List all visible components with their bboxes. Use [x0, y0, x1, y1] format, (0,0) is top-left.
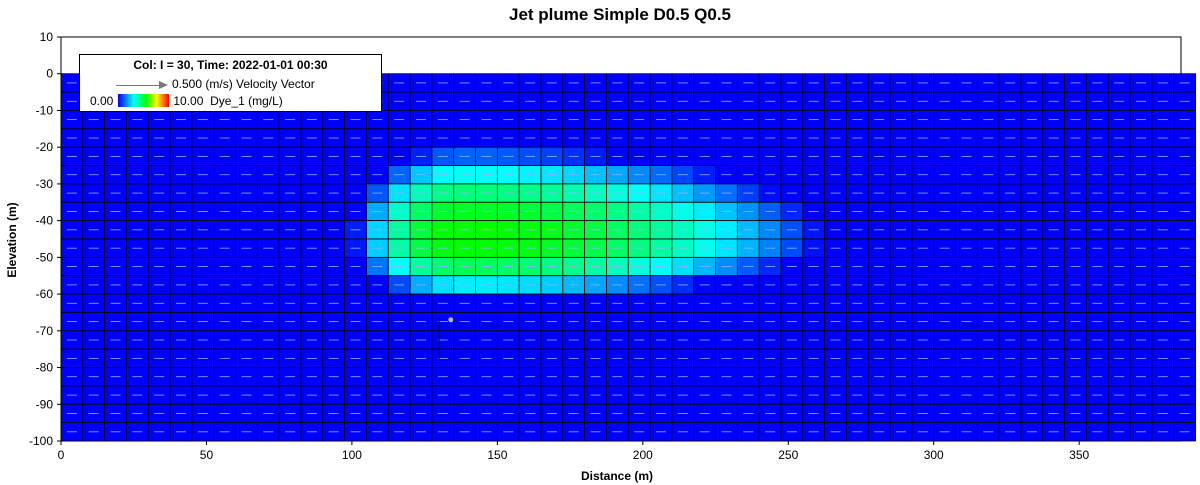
legend-scale-max: 10.00 [173, 94, 204, 108]
y-tick-label: -90 [36, 397, 54, 411]
axes: 0 50 100 150 200 250 300 350100-10-20-30-40-50-… [29, 30, 1090, 462]
y-tick-label: -40 [36, 214, 54, 228]
x-tick-label: 50 [200, 448, 214, 462]
y-tick-label: -30 [36, 177, 54, 191]
chart-title: Jet plume Simple D0.5 Q0.5 [508, 5, 732, 24]
y-axis-label: Elevation (m) [5, 202, 19, 277]
x-tick-label: 300 [924, 448, 944, 462]
y-tick-label: -60 [36, 287, 54, 301]
x-axis-label: Distance (m) [581, 469, 653, 483]
legend-vector-row: 0.500 (m/s) Velocity Vector [116, 77, 315, 91]
legend-scale-label: Dye_1 (mg/L) [210, 94, 283, 108]
velocity-vectors [66, 82, 1190, 433]
y-tick-label: 0 [46, 67, 53, 81]
y-tick-label: -70 [36, 324, 54, 338]
y-tick-label: 10 [40, 30, 54, 44]
legend-scale-min: 0.00 [90, 94, 114, 108]
y-tick-label: -20 [36, 140, 54, 154]
x-tick-label: 350 [1069, 448, 1089, 462]
legend: Col: I = 30, Time: 2022-01-01 00:30 0.50… [79, 54, 382, 112]
y-tick-label: -100 [29, 434, 53, 448]
y-tick-label: -10 [36, 103, 54, 117]
legend-colorbar [118, 94, 170, 107]
outfall-point [448, 317, 454, 323]
x-tick-label: 150 [487, 448, 507, 462]
legend-color-scale: 0.00 10.00 Dye_1 (mg/L) [90, 94, 283, 108]
x-tick-label: 100 [342, 448, 362, 462]
x-tick-label: 250 [778, 448, 798, 462]
x-tick-label: 200 [633, 448, 653, 462]
x-tick-label: 0 [58, 448, 65, 462]
y-tick-label: -50 [36, 250, 54, 264]
heatmap-cells [60, 73, 1196, 442]
y-tick-label: -80 [36, 361, 54, 375]
vector-arrow-icon [116, 80, 168, 90]
legend-header: Col: I = 30, Time: 2022-01-01 00:30 [133, 58, 328, 72]
legend-vector-text: 0.500 (m/s) Velocity Vector [172, 77, 315, 91]
